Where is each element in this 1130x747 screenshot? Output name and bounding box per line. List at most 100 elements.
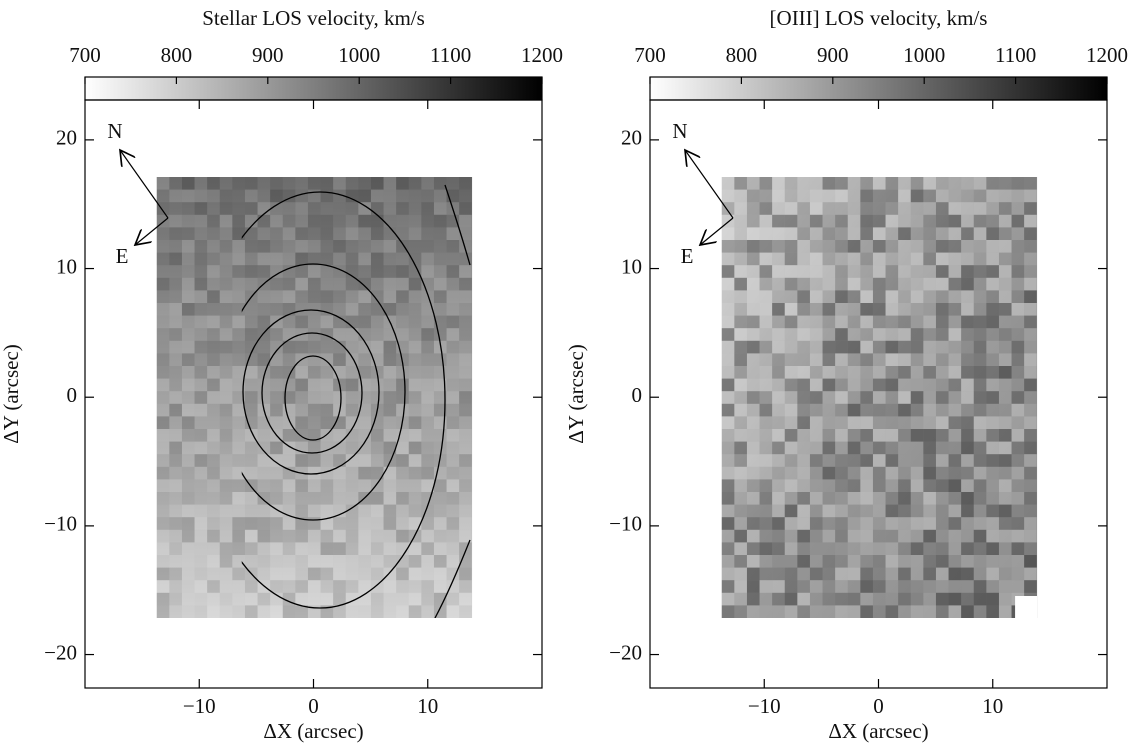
map-texture [459, 353, 472, 366]
map-texture [872, 265, 886, 278]
map-texture [244, 542, 258, 555]
map-texture [333, 592, 346, 606]
map-texture [986, 340, 999, 354]
map-texture [333, 492, 346, 505]
map-texture [746, 340, 760, 354]
map-texture [847, 567, 861, 581]
map-texture [835, 202, 848, 215]
map-texture [835, 227, 848, 240]
map-texture [847, 529, 861, 543]
map-texture [822, 466, 836, 480]
map-texture [434, 429, 447, 442]
map-texture [759, 366, 773, 379]
map-texture [872, 555, 886, 568]
map-texture [421, 416, 434, 429]
map-texture [156, 252, 170, 266]
map-texture [911, 580, 924, 593]
map-texture [986, 592, 999, 606]
map-texture [194, 189, 208, 203]
map-texture [282, 391, 296, 404]
contour [241, 191, 446, 609]
map-texture [885, 492, 899, 505]
map-texture [1011, 290, 1025, 303]
map-texture [784, 227, 798, 240]
map-texture [307, 340, 321, 354]
map-texture [809, 403, 823, 417]
map-texture [370, 202, 384, 215]
map-texture [345, 290, 359, 303]
map-texture [1011, 252, 1025, 266]
map-texture [961, 479, 974, 492]
map-texture [998, 240, 1012, 253]
map-texture [232, 202, 245, 215]
map-texture [910, 189, 924, 203]
map-texture [936, 505, 949, 518]
map-texture [1011, 492, 1025, 505]
map-texture [734, 215, 747, 228]
map-texture [358, 529, 371, 543]
colorbar-tick-label: 1000 [903, 43, 945, 67]
x-tick-label: 10 [982, 694, 1003, 718]
map-texture [1024, 479, 1037, 492]
colorbar-tick-label: 700 [69, 43, 101, 67]
map-texture [835, 592, 848, 606]
map-texture [358, 214, 371, 228]
map-texture [396, 265, 409, 278]
map-texture [232, 429, 245, 442]
map-texture [156, 366, 170, 379]
map-texture [835, 277, 848, 291]
map-texture [772, 479, 785, 492]
map-texture [421, 517, 434, 530]
map-texture [961, 290, 974, 303]
map-texture [169, 252, 182, 266]
map-texture [784, 517, 798, 530]
map-texture [910, 555, 924, 568]
map-texture [157, 454, 170, 467]
map-texture [320, 416, 334, 429]
map-texture [1024, 227, 1037, 240]
map-texture [421, 265, 434, 278]
map-texture [409, 580, 422, 593]
map-texture [809, 441, 823, 455]
map-texture [734, 592, 747, 606]
map-texture [1011, 353, 1025, 366]
map-texture [809, 517, 823, 530]
map-texture [822, 202, 836, 215]
map-texture [358, 189, 371, 203]
map-texture [207, 315, 220, 329]
map-texture [961, 404, 974, 417]
map-texture [333, 391, 346, 404]
map-texture [784, 605, 798, 618]
map-texture [383, 441, 397, 455]
map-texture [948, 429, 962, 442]
map-texture [898, 555, 911, 568]
map-texture [219, 479, 233, 492]
map-texture [232, 542, 245, 555]
map-texture [421, 542, 434, 555]
map-texture [370, 214, 384, 228]
map-texture [245, 316, 258, 329]
map-texture [320, 315, 334, 329]
map-texture [835, 517, 848, 530]
map-texture [421, 214, 434, 228]
map-texture [809, 605, 823, 618]
map-texture [333, 466, 346, 480]
map-texture [822, 403, 836, 417]
map-texture [384, 605, 397, 618]
map-texture [396, 391, 409, 404]
map-texture [734, 429, 747, 442]
map-texture [1024, 454, 1037, 467]
map-texture [935, 580, 949, 593]
map-texture [998, 214, 1012, 228]
map-texture [973, 353, 987, 366]
map-texture [759, 328, 773, 341]
map-texture [986, 189, 999, 203]
map-texture [822, 416, 836, 429]
map-texture [935, 240, 949, 253]
map-texture [307, 240, 321, 253]
map-texture [872, 466, 886, 480]
map-texture [333, 328, 346, 341]
map-texture [998, 277, 1012, 291]
map-texture [809, 265, 823, 278]
map-texture [835, 454, 848, 467]
